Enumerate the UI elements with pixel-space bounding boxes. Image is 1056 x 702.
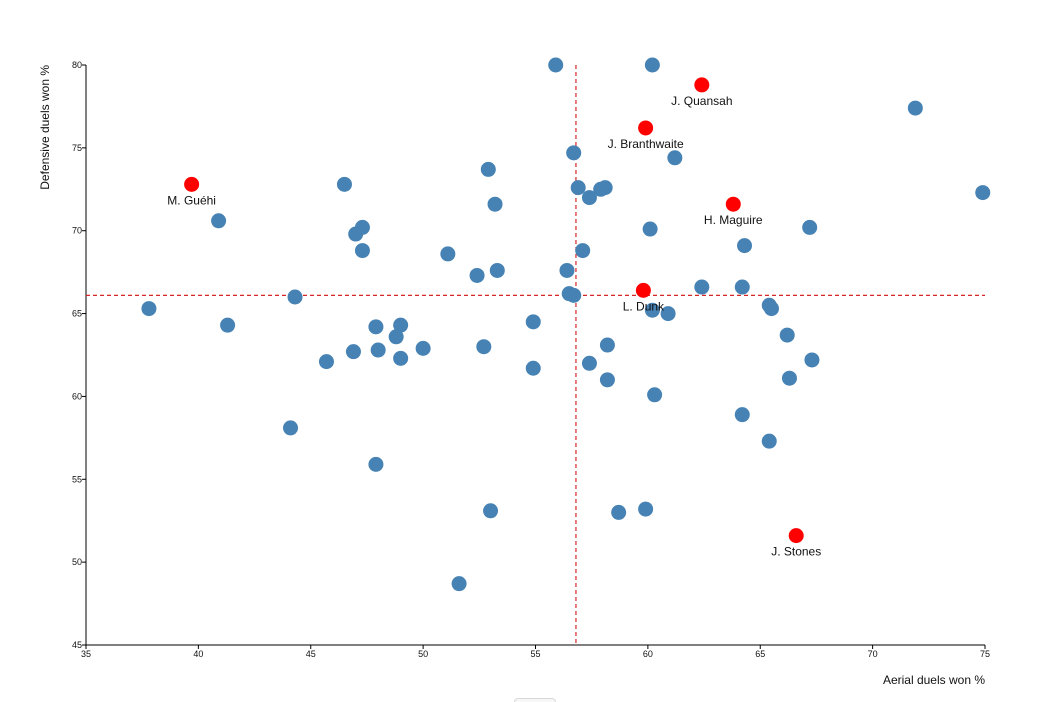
data-point[interactable] <box>283 420 299 436</box>
data-point[interactable] <box>415 340 431 356</box>
data-point[interactable] <box>393 350 409 366</box>
data-point[interactable] <box>287 289 303 305</box>
data-point[interactable] <box>660 306 676 322</box>
data-points <box>141 57 991 592</box>
reference-lines <box>86 65 985 645</box>
x-tick-label: 45 <box>306 649 316 659</box>
data-point[interactable] <box>599 372 615 388</box>
highlighted-point[interactable] <box>638 120 654 136</box>
data-point[interactable] <box>370 342 386 358</box>
data-point[interactable] <box>211 213 227 229</box>
point-label: L. Dunk <box>623 299 665 313</box>
data-point[interactable] <box>761 433 777 449</box>
data-point[interactable] <box>611 504 627 520</box>
x-tick-label: 50 <box>418 649 428 659</box>
data-point[interactable] <box>597 180 613 196</box>
data-point[interactable] <box>368 456 384 472</box>
y-tick-label: 50 <box>72 557 82 567</box>
data-point[interactable] <box>802 219 818 235</box>
data-point[interactable] <box>581 355 597 371</box>
point-labels: M. Guéhi J. Branthwaite J. Quansah H. Magui… <box>167 94 821 559</box>
data-point[interactable] <box>548 57 564 73</box>
data-point[interactable] <box>368 319 384 335</box>
y-tick-label: 45 <box>72 640 82 650</box>
data-point[interactable] <box>141 301 157 317</box>
data-point[interactable] <box>570 180 586 196</box>
axes: 35 40 45 50 55 60 65 70 75 45 50 55 60 65 70 75 80 <box>72 60 990 659</box>
x-tick-label: 75 <box>980 649 990 659</box>
y-tick-label: 60 <box>72 391 82 401</box>
data-point[interactable] <box>644 57 660 73</box>
data-point[interactable] <box>779 327 795 343</box>
data-point[interactable] <box>694 279 710 295</box>
data-point[interactable] <box>907 100 923 116</box>
highlighted-point[interactable] <box>184 176 200 192</box>
data-point[interactable] <box>647 387 663 403</box>
y-tick-label: 80 <box>72 60 82 70</box>
data-point[interactable] <box>489 262 505 278</box>
data-point[interactable] <box>469 267 485 283</box>
y-tick-label: 55 <box>72 474 82 484</box>
point-label: M. Guéhi <box>167 193 216 207</box>
data-point[interactable] <box>487 196 503 212</box>
data-point[interactable] <box>476 339 492 355</box>
data-point[interactable] <box>781 370 797 386</box>
data-point[interactable] <box>575 243 591 259</box>
data-point[interactable] <box>566 287 582 303</box>
highlighted-point[interactable] <box>694 77 710 93</box>
x-tick-label: 65 <box>755 649 765 659</box>
data-point[interactable] <box>734 279 750 295</box>
point-label: J. Branthwaite <box>608 137 684 151</box>
highlighted-point[interactable] <box>635 282 651 298</box>
point-label: J. Stones <box>771 545 821 559</box>
data-point[interactable] <box>667 150 683 166</box>
highlighted-point[interactable] <box>788 528 804 544</box>
data-point[interactable] <box>345 344 361 360</box>
data-point[interactable] <box>581 190 597 206</box>
x-tick-label: 55 <box>530 649 540 659</box>
data-point[interactable] <box>804 352 820 368</box>
scroll-tab[interactable] <box>514 698 556 702</box>
data-point[interactable] <box>734 407 750 423</box>
data-point[interactable] <box>525 314 541 330</box>
data-point[interactable] <box>354 243 370 259</box>
data-point[interactable] <box>638 501 654 517</box>
point-label: J. Quansah <box>671 94 732 108</box>
x-tick-label: 35 <box>81 649 91 659</box>
point-label: H. Maguire <box>704 213 763 227</box>
data-point[interactable] <box>642 221 658 237</box>
data-point[interactable] <box>525 360 541 376</box>
y-axis-title: Defensive duels won % <box>38 65 52 190</box>
y-tick-label: 75 <box>72 143 82 153</box>
data-point[interactable] <box>393 317 409 333</box>
data-point[interactable] <box>354 219 370 235</box>
data-point[interactable] <box>220 317 236 333</box>
data-point[interactable] <box>318 354 334 370</box>
data-point[interactable] <box>737 238 753 254</box>
y-tick-label: 65 <box>72 309 82 319</box>
x-tick-label: 40 <box>193 649 203 659</box>
data-point[interactable] <box>451 576 467 592</box>
data-point[interactable] <box>440 246 456 262</box>
data-point[interactable] <box>559 262 575 278</box>
data-point[interactable] <box>480 161 496 177</box>
y-tick-label: 70 <box>72 226 82 236</box>
data-point[interactable] <box>336 176 352 192</box>
data-point[interactable] <box>644 302 660 318</box>
data-point[interactable] <box>483 503 499 519</box>
data-point[interactable] <box>599 337 615 353</box>
highlighted-point[interactable] <box>725 196 741 212</box>
data-point[interactable] <box>763 301 779 317</box>
data-point[interactable] <box>566 145 582 161</box>
x-tick-label: 60 <box>643 649 653 659</box>
x-axis-title: Aerial duels won % <box>883 673 985 687</box>
data-point[interactable] <box>388 329 404 345</box>
x-tick-label: 70 <box>868 649 878 659</box>
data-point[interactable] <box>975 185 991 201</box>
